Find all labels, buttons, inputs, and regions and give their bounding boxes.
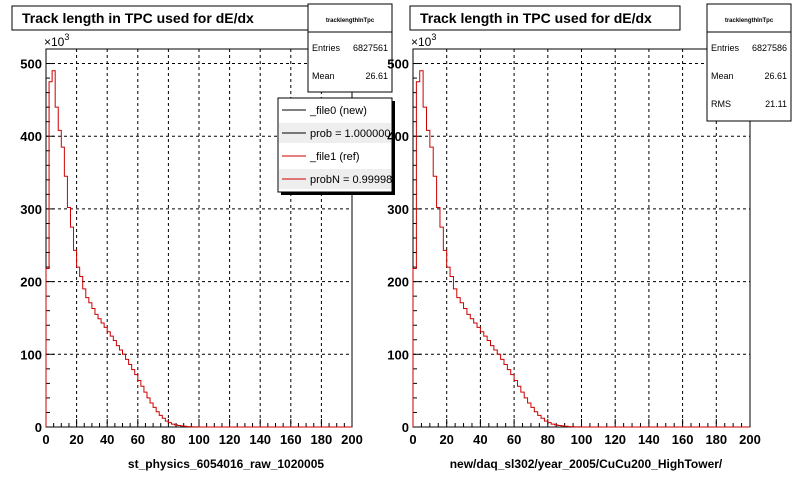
- x-tick-label: 200: [341, 432, 363, 447]
- stats-value: 6827561: [353, 43, 388, 53]
- legend-row-bg: [279, 100, 391, 120]
- stats-value: 26.61: [365, 71, 388, 81]
- x-tick-label: 80: [541, 432, 555, 447]
- chart-panel-1: 0 20 40 60 80 100 120 140 160 180 200 0 100 200 300 400…: [11, 3, 395, 471]
- stats-label: RMS: [711, 99, 731, 109]
- x-tick-label: 200: [739, 432, 761, 447]
- title-box: [409, 5, 681, 31]
- x-tick-label: 140: [249, 432, 271, 447]
- x-tick-label: 120: [604, 432, 626, 447]
- y-tick-label: 400: [387, 129, 409, 144]
- x-tick-label: 120: [219, 432, 241, 447]
- legend-entry-label: _file0 (new): [309, 105, 367, 117]
- stats-label: Entries: [711, 43, 740, 53]
- y-tick-label: 500: [387, 57, 409, 72]
- x-tick-label: 160: [672, 432, 694, 447]
- y-tick-label: 500: [20, 57, 42, 72]
- y-multiplier: ×103: [411, 32, 436, 49]
- x-tick-label: 0: [42, 432, 49, 447]
- x-tick-label: 100: [571, 432, 593, 447]
- x-tick-label: 40: [100, 432, 114, 447]
- legend-row-bg: [279, 146, 391, 166]
- x-tick-label: 180: [705, 432, 727, 447]
- chart-title: Track length in TPC used for dE/dx: [420, 10, 652, 26]
- y-multiplier: ×103: [44, 32, 69, 49]
- x-tick-label: 60: [507, 432, 521, 447]
- chart-panel-2: 0 20 40 60 80 100 120 140 160 180 200 0 100 200 300 400…: [387, 3, 792, 471]
- stats-title: tracklengthInTpc: [725, 18, 774, 24]
- y-tick-label: 200: [20, 275, 42, 290]
- legend-entry-label: _file1 (ref): [309, 151, 360, 163]
- x-tick-label: 180: [311, 432, 333, 447]
- y-tick-label: 300: [387, 202, 409, 217]
- y-tick-label: 400: [20, 129, 42, 144]
- x-tick-label: 40: [473, 432, 487, 447]
- x-axis-label: st_physics_6054016_raw_1020005: [128, 457, 324, 471]
- x-tick-label: 80: [161, 432, 175, 447]
- histogram-series-line: [45, 70, 352, 428]
- chart-title: Track length in TPC used for dE/dx: [22, 10, 254, 26]
- y-tick-label: 0: [35, 420, 42, 435]
- x-tick-label: 20: [69, 432, 83, 447]
- x-tick-label: 20: [439, 432, 453, 447]
- y-tick-label: 100: [387, 347, 409, 362]
- y-tick-label: 200: [387, 275, 409, 290]
- histogram-series-line: [412, 70, 750, 428]
- stats-title: tracklengthInTpc: [326, 18, 375, 24]
- stats-value: 6827586: [752, 43, 787, 53]
- legend-row-bg: [279, 169, 391, 189]
- y-tick-label: 300: [20, 202, 42, 217]
- title-box: [11, 5, 309, 31]
- legend-row-bg: [279, 123, 391, 143]
- x-axis-label: new/daq_sl302/year_2005/CuCu200_HighTowe…: [450, 457, 723, 471]
- stats-value: 21.11: [765, 99, 787, 109]
- legend-entry-label: prob = 1.000000: [310, 128, 390, 140]
- legend-entry-label: probN = 0.99998: [310, 174, 392, 186]
- x-tick-label: 100: [188, 432, 210, 447]
- stats-box: [706, 3, 792, 122]
- y-tick-label: 0: [402, 420, 409, 435]
- stats-label: Mean: [312, 71, 335, 81]
- stats-value: 26.61: [764, 71, 787, 81]
- stats-label: Entries: [312, 43, 341, 53]
- x-tick-label: 60: [131, 432, 145, 447]
- stats-box: [307, 3, 393, 93]
- y-tick-label: 100: [20, 347, 42, 362]
- x-tick-label: 0: [409, 432, 416, 447]
- x-tick-label: 160: [280, 432, 302, 447]
- stats-label: Mean: [711, 71, 734, 81]
- x-tick-label: 140: [638, 432, 660, 447]
